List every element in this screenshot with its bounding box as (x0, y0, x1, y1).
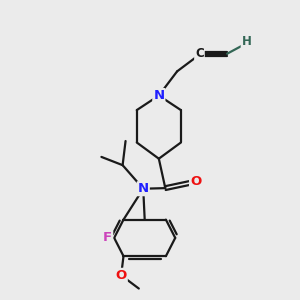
Text: N: N (153, 89, 164, 102)
Text: F: F (103, 231, 112, 244)
Text: C: C (195, 47, 204, 60)
Text: N: N (138, 182, 149, 195)
Text: O: O (116, 269, 127, 282)
Text: O: O (190, 175, 201, 188)
Text: H: H (242, 35, 251, 48)
